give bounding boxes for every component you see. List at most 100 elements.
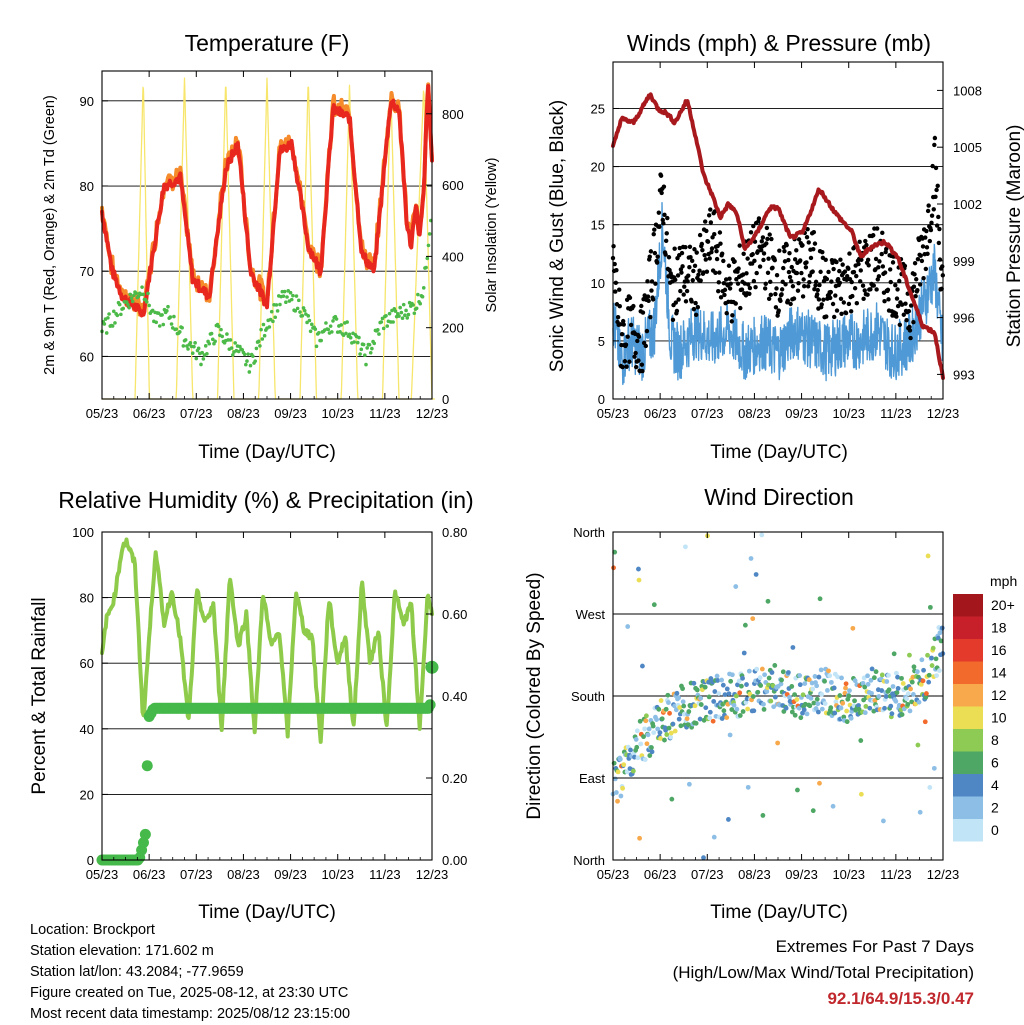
gust-point — [818, 269, 823, 275]
gust-point — [931, 207, 936, 212]
dewpoint-point — [284, 300, 288, 305]
gust-point — [918, 253, 923, 258]
wind-direction-point — [839, 675, 844, 681]
gust-point — [665, 215, 670, 221]
dewpoint-point — [243, 362, 248, 367]
wind-direction-point — [835, 674, 840, 680]
wind-direction-point — [856, 703, 861, 708]
dewpoint-point — [144, 300, 149, 304]
wind-direction-point — [714, 673, 720, 679]
gust-point — [801, 277, 806, 282]
winds-y2tick-label: 993 — [953, 367, 975, 382]
gust-point — [823, 257, 828, 262]
gust-point — [930, 163, 935, 169]
wind-direction-point — [918, 682, 924, 687]
dewpoint-point — [306, 314, 311, 318]
wind-direction-point — [890, 684, 896, 689]
dewpoint-point — [308, 329, 313, 334]
wind-direction-point — [905, 701, 911, 707]
gust-point — [882, 270, 888, 275]
gust-point — [617, 287, 622, 292]
gust-point — [657, 224, 662, 229]
gust-point — [677, 245, 682, 251]
gust-point — [750, 252, 755, 257]
gust-point — [907, 328, 913, 333]
dewpoint-point — [334, 317, 339, 321]
wind-direction-point — [668, 734, 674, 740]
gust-point — [694, 250, 699, 255]
gust-point — [729, 319, 734, 324]
dewpoint-point — [233, 341, 237, 345]
wind-direction-point — [692, 703, 698, 709]
wind-direction-point — [676, 695, 682, 701]
wind-direction-point — [754, 666, 760, 672]
wind-direction-point — [808, 695, 814, 701]
gust-point — [810, 269, 815, 274]
gust-point — [672, 246, 677, 251]
wind-direction-point — [761, 706, 767, 712]
dewpoint-point — [262, 333, 267, 338]
gust-point — [811, 246, 816, 252]
plot-layer: 05/23 06/23 07/23 08/23 09/23 10/23 11/23 12/23… — [72, 61, 982, 882]
dewpoint-point — [365, 346, 369, 350]
dewpoint-point — [289, 297, 294, 302]
gust-point — [888, 279, 893, 285]
temperature-title: Temperature (F) — [185, 30, 350, 56]
winds-y2tick-label: 1008 — [953, 83, 982, 98]
temperature-xtick-label: 08/23 — [227, 406, 260, 421]
dewpoint-point — [188, 340, 193, 345]
gust-point — [707, 256, 712, 261]
dewpoint-point — [183, 338, 188, 342]
gust-point — [906, 308, 912, 314]
wind-direction-point — [817, 780, 822, 786]
dewpoint-point — [348, 335, 353, 340]
wind-direction-point — [800, 692, 806, 698]
gust-point — [911, 284, 917, 289]
wind-direction-point — [753, 572, 759, 577]
gust-point — [648, 314, 653, 320]
wind-direction-point — [916, 699, 922, 705]
temperature-ylabel: 2m & 9m T (Red, Orange) & 2m Td (Green) — [42, 95, 58, 375]
gust-point — [778, 298, 783, 304]
dewpoint-point — [404, 308, 408, 313]
wind-direction-point — [792, 692, 797, 698]
dewpoint-point — [161, 322, 166, 327]
gust-point — [635, 338, 640, 344]
gust-point — [766, 256, 771, 261]
wind-direction-point — [865, 673, 870, 679]
wind-direction-point — [724, 686, 730, 692]
temperature-y2tick-label: 200 — [442, 321, 464, 336]
gust-point — [721, 258, 726, 264]
gust-point — [815, 287, 820, 293]
dewpoint-point — [385, 324, 390, 328]
gust-point — [727, 286, 733, 291]
winds-ytick-label: 0 — [598, 392, 605, 407]
gust-point — [835, 276, 841, 282]
wind-direction-point — [642, 757, 648, 762]
gust-point — [761, 251, 767, 256]
wind-direction-point — [640, 663, 645, 669]
gust-point — [621, 322, 626, 327]
gust-point — [768, 292, 774, 298]
dewpoint-point — [147, 303, 151, 308]
dewpoint-point — [345, 320, 349, 324]
dewpoint-point — [165, 309, 169, 313]
wind-direction-point — [886, 687, 892, 693]
dewpoint-point — [219, 327, 223, 332]
gust-point — [865, 292, 870, 297]
dewpoint-point — [205, 352, 209, 356]
gust-point — [680, 264, 685, 269]
wind-direction-point — [621, 762, 627, 768]
gust-point — [653, 281, 658, 286]
dewpoint-point — [281, 294, 286, 298]
wind-direction-point — [734, 706, 740, 712]
gust-point — [857, 239, 862, 245]
wind-direction-point — [694, 687, 700, 693]
gust-point — [926, 203, 931, 208]
dewpoint-point — [282, 289, 287, 294]
winds-ytick-label: 10 — [591, 276, 605, 291]
gust-point — [766, 296, 772, 301]
wind-direction-point — [785, 670, 791, 675]
gust-point — [828, 295, 833, 301]
dewpoint-point — [269, 309, 274, 314]
